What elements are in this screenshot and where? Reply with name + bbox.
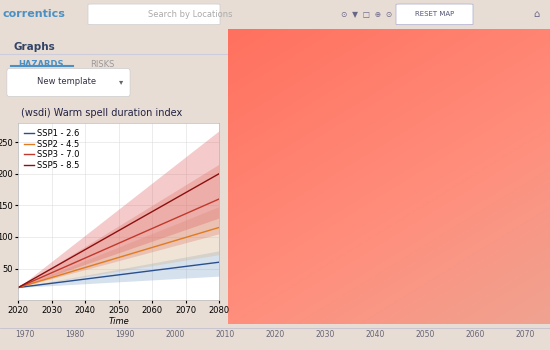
Legend: SSP1 - 2.6, SSP2 - 4.5, SSP3 - 7.0, SSP5 - 8.5: SSP1 - 2.6, SSP2 - 4.5, SSP3 - 7.0, SSP5…	[23, 127, 81, 172]
Text: HAZARDS: HAZARDS	[18, 60, 64, 69]
Text: ▾: ▾	[119, 77, 123, 86]
Text: 2070: 2070	[515, 330, 535, 339]
Text: Graphs: Graphs	[14, 42, 56, 52]
Text: New template: New template	[36, 77, 96, 86]
FancyBboxPatch shape	[396, 4, 473, 25]
Text: RISKS: RISKS	[91, 60, 115, 69]
Text: 2050: 2050	[415, 330, 434, 339]
Text: RESET MAP: RESET MAP	[415, 11, 454, 18]
Text: ⊙  ▼  □  ⊕  ⊙: ⊙ ▼ □ ⊕ ⊙	[341, 10, 392, 19]
Text: 2020: 2020	[265, 330, 285, 339]
Text: (wsdi) Warm spell duration index: (wsdi) Warm spell duration index	[21, 108, 182, 118]
Text: ⌂: ⌂	[534, 9, 540, 19]
Text: correntics: correntics	[3, 9, 65, 19]
Text: 2030: 2030	[315, 330, 335, 339]
Text: 2010: 2010	[216, 330, 235, 339]
Text: 2000: 2000	[166, 330, 185, 339]
Text: 2060: 2060	[465, 330, 485, 339]
Text: 1970: 1970	[15, 330, 35, 339]
FancyBboxPatch shape	[7, 69, 130, 97]
Text: 1980: 1980	[65, 330, 85, 339]
Text: Search by Locations: Search by Locations	[148, 10, 233, 19]
FancyBboxPatch shape	[88, 4, 220, 25]
Text: 2040: 2040	[365, 330, 384, 339]
Text: 1990: 1990	[116, 330, 135, 339]
X-axis label: Time: Time	[108, 317, 129, 327]
